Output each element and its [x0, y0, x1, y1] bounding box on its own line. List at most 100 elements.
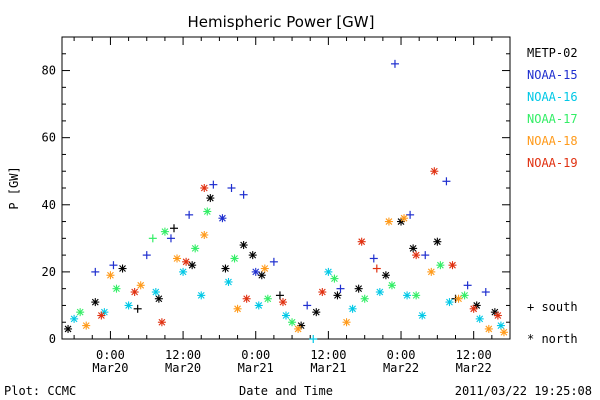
data-point-north — [200, 184, 209, 192]
data-point-north — [239, 241, 248, 250]
data-point-south — [148, 234, 157, 243]
data-point-north — [445, 298, 454, 307]
data-point-north — [188, 261, 197, 270]
x-tick-label-time: 0:00 — [241, 348, 270, 362]
data-point-north — [248, 251, 257, 260]
data-point-north — [221, 264, 230, 273]
data-point-north — [124, 301, 133, 310]
data-point-north — [260, 264, 269, 273]
data-point-north — [430, 167, 439, 176]
data-point-north — [454, 294, 463, 303]
y-tick-label: 40 — [42, 198, 56, 212]
data-point-south — [166, 234, 175, 243]
series-metp-02 — [64, 194, 499, 333]
data-point-south — [275, 291, 284, 300]
y-tick-label: 80 — [42, 64, 56, 78]
data-point-north — [151, 288, 160, 297]
data-point-north — [200, 230, 209, 239]
x-tick-label-date: Mar22 — [456, 361, 492, 375]
series-noaa-17 — [76, 207, 469, 327]
data-point-south — [269, 257, 278, 266]
data-point-north — [70, 314, 79, 323]
series-noaa-18 — [82, 214, 508, 337]
data-point-north — [76, 308, 85, 317]
data-point-north — [282, 311, 290, 320]
data-point-north — [387, 281, 396, 290]
data-point-south — [142, 251, 151, 260]
data-point-north — [278, 298, 287, 307]
x-axis: 0:00Mar2012:00Mar200:00Mar2112:00Mar210:… — [73, 37, 511, 375]
data-point-north — [106, 271, 115, 280]
data-point-south — [109, 261, 118, 270]
legend: METP-02 NOAA-15 NOAA-16 NOAA-17 NOAA-18 NOAA-… — [527, 46, 578, 170]
legend-item: NOAA-15 — [527, 68, 578, 82]
data-point-north — [354, 284, 363, 293]
data-point-north — [173, 254, 182, 263]
series-noaa-15 — [91, 59, 490, 310]
plot-credit: Plot: CCMC — [4, 384, 76, 398]
data-point-north — [412, 251, 421, 260]
data-point-north — [112, 284, 121, 293]
data-point-north — [154, 294, 163, 303]
data-point-north — [130, 288, 139, 297]
data-points — [64, 59, 508, 343]
x-tick-label-time: 0:00 — [387, 348, 416, 362]
data-point-north — [412, 291, 421, 300]
marker-legend-item: * north — [527, 332, 578, 346]
data-point-north — [330, 274, 339, 283]
data-point-south — [303, 301, 312, 310]
x-tick-label-time: 0:00 — [96, 348, 125, 362]
data-point-north — [64, 324, 73, 333]
y-tick-label: 60 — [42, 131, 56, 145]
data-point-north — [375, 288, 384, 297]
data-point-south — [421, 251, 430, 260]
plot-timestamp: 2011/03/22 19:25:08 — [455, 384, 592, 398]
series-noaa-19 — [97, 167, 502, 327]
data-point-north — [499, 328, 508, 337]
data-point-north — [403, 291, 412, 300]
data-point-north — [233, 304, 242, 313]
data-point-north — [179, 267, 188, 276]
data-point-south — [406, 210, 415, 219]
legend-item: NOAA-19 — [527, 156, 578, 170]
plot-frame — [61, 36, 511, 340]
data-point-north — [263, 294, 272, 303]
data-point-south — [185, 210, 194, 219]
data-point-north — [469, 304, 478, 313]
data-point-north — [448, 261, 457, 270]
series-noaa-16 — [70, 267, 505, 343]
data-point-north — [360, 294, 369, 303]
data-point-south — [372, 264, 381, 273]
data-point-north — [333, 291, 342, 300]
data-point-north — [324, 267, 333, 276]
data-point-north — [357, 237, 366, 246]
data-point-south — [309, 335, 318, 343]
data-point-south — [463, 281, 472, 290]
data-point-south — [369, 254, 378, 263]
data-point-south — [209, 180, 218, 189]
x-tick-label-date: Mar21 — [238, 361, 274, 375]
data-point-north — [436, 261, 445, 270]
data-point-north — [82, 321, 91, 330]
data-point-south — [133, 304, 142, 313]
data-point-north — [251, 267, 260, 276]
data-point-north — [433, 237, 442, 246]
legend-item: NOAA-16 — [527, 90, 578, 104]
data-point-north — [400, 214, 409, 223]
data-point-north — [254, 301, 263, 310]
y-axis: 0 20 40 60 80 — [42, 36, 510, 346]
data-point-south — [170, 224, 178, 233]
y-axis-label: P [GW] — [7, 166, 21, 209]
marker-legend: + south * north — [527, 300, 578, 346]
data-point-north — [460, 291, 469, 300]
data-point-north — [242, 294, 251, 303]
chart-title: Hemispheric Power [GW] — [188, 13, 375, 31]
y-tick-label: 20 — [42, 265, 56, 279]
data-point-north — [197, 291, 206, 300]
legend-item: METP-02 — [527, 46, 578, 60]
data-point-north — [91, 298, 100, 307]
x-tick-label-time: 12:00 — [456, 348, 492, 362]
data-point-south — [336, 284, 345, 293]
y-tick-label: 0 — [49, 332, 56, 346]
